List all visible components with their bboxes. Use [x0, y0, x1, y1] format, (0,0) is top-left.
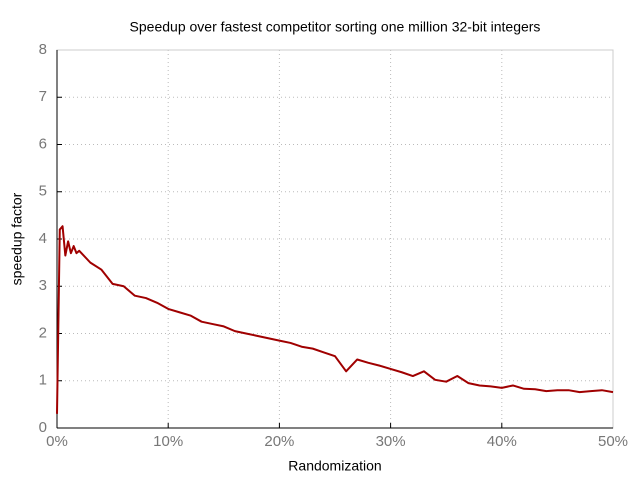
- y-axis-label: speedup factor: [9, 192, 25, 285]
- y-tick-label: 4: [39, 230, 47, 247]
- x-tick-label: 30%: [376, 433, 406, 450]
- data-line: [56, 225, 614, 414]
- y-tick-label: 0: [39, 419, 47, 436]
- y-tick-label: 8: [39, 41, 47, 58]
- chart-title: Speedup over fastest competitor sorting …: [130, 19, 541, 35]
- x-tick-label: 10%: [153, 433, 183, 450]
- x-tick-label: 50%: [598, 433, 628, 450]
- x-tick-label: 0%: [46, 433, 68, 450]
- y-tick-label: 1: [39, 372, 47, 389]
- y-tick-label: 5: [39, 183, 47, 200]
- x-axis-label: Randomization: [288, 458, 381, 474]
- y-tick-label: 2: [39, 324, 47, 341]
- x-tick-label: 20%: [264, 433, 294, 450]
- x-tick-label: 40%: [487, 433, 517, 450]
- y-tick-label: 3: [39, 277, 47, 294]
- y-tick-label: 7: [39, 88, 47, 105]
- y-tick-label: 6: [39, 135, 47, 152]
